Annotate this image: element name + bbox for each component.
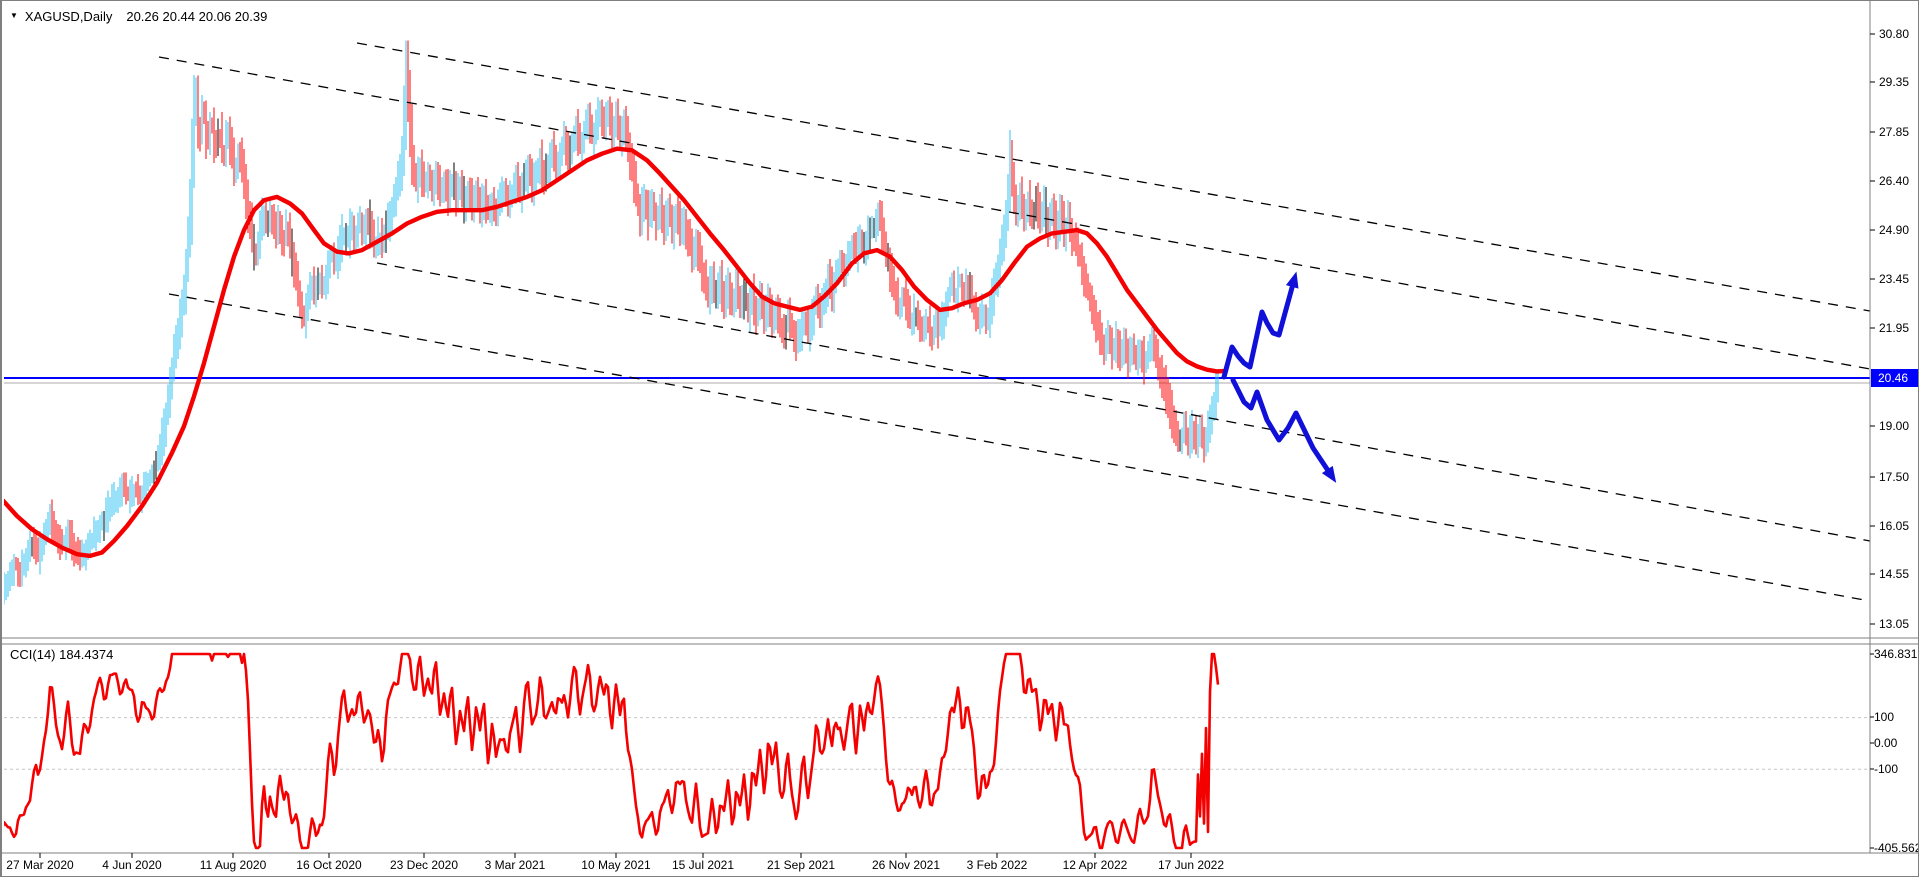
symbol-dropdown-icon[interactable]: ▼ [10,10,18,20]
channel-trendline[interactable] [158,56,1871,370]
time-axis-label: 10 May 2021 [581,858,651,872]
current-price-tag: 20.46 [1871,369,1918,387]
time-axis-label: 26 Nov 2021 [871,858,941,872]
price-axis-label: 19.00 [1879,419,1910,433]
time-axis-label: 21 Sep 2021 [766,858,836,872]
time-axis-label: 16 Oct 2020 [296,858,362,872]
symbol-timeframe-label: XAGUSD,Daily [24,8,113,24]
bullish-scenario-arrow[interactable] [1221,271,1299,380]
time-axis-label: 12 Apr 2022 [1062,858,1128,872]
price-axis-label: 30.80 [1879,27,1910,41]
time-axis-label: 11 Aug 2020 [199,858,267,872]
time-axis-label: 27 Mar 2020 [6,858,74,872]
price-axis-label: 13.05 [1879,617,1910,631]
time-axis-label: 23 Dec 2020 [389,858,459,872]
indicator-label: CCI(14) 184.4374 [10,647,114,662]
time-axis-label: 15 Jul 2021 [671,858,735,872]
symbol-ohlc-header: ▼ XAGUSD,Daily 20.26 20.44 20.06 20.39 [10,8,267,24]
price-axis-label: 26.40 [1879,174,1910,188]
bearish-scenario-arrow[interactable] [1230,377,1337,483]
price-axis-label: 27.85 [1879,125,1910,139]
cci-axis-label: -100 [1874,762,1899,776]
price-axis-label: 21.95 [1879,321,1910,335]
channel-trendline[interactable] [376,262,1871,542]
channel-trendline[interactable] [356,42,1871,312]
price-axis-label: 23.45 [1879,272,1910,286]
cci-indicator-line[interactable] [2,652,1220,850]
cci-axis-label: 346.831 [1874,647,1918,661]
price-axis-label: 24.90 [1879,223,1910,237]
price-axis-label: 29.35 [1879,75,1910,89]
time-axis-label: 17 Jun 2022 [1157,858,1225,872]
price-axis-label: 14.55 [1879,567,1910,581]
cci-axis-label: 100 [1874,710,1895,724]
ohlc-values: 20.26 20.44 20.06 20.39 [126,8,268,24]
time-axis-label: 3 Mar 2021 [484,858,546,872]
price-axis-label: 16.05 [1879,519,1910,533]
cci-axis-label: -405.562 [1874,841,1919,855]
candlestick-bars [4,40,1219,605]
channel-trendline[interactable] [168,293,1871,602]
price-axis-label: 17.50 [1879,470,1910,484]
time-axis-label: 4 Jun 2020 [102,858,162,872]
moving-average-line[interactable] [2,146,1226,559]
time-axis-label: 3 Feb 2022 [966,858,1028,872]
cci-axis-label: 0.00 [1874,736,1898,750]
